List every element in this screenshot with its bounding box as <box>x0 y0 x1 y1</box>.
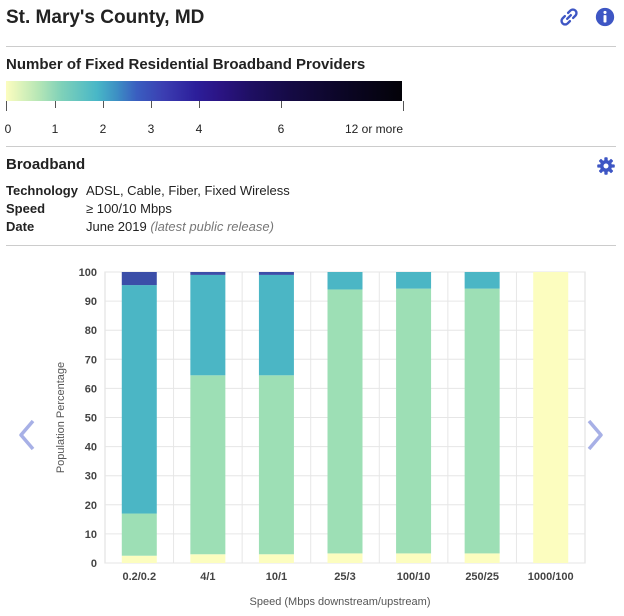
provider-color-scale <box>6 81 402 101</box>
chevron-left-icon[interactable] <box>16 418 38 452</box>
header: St. Mary's County, MD <box>6 6 204 32</box>
y-tick-label: 90 <box>85 296 97 308</box>
legend-tick <box>55 101 56 108</box>
link-icon[interactable] <box>558 6 580 28</box>
bar-segment <box>464 272 500 289</box>
bar-segment <box>533 272 569 563</box>
bar-segment <box>258 272 294 275</box>
y-tick-label: 40 <box>85 442 97 454</box>
bar-segment <box>190 274 226 376</box>
bar-segment <box>121 555 157 563</box>
speed-stacked-bar-chart: 0 10 20 30 40 50 60 70 80 90 100 0.2/0.2 4/1 10/1 25/3… <box>55 267 586 608</box>
y-tick-label: 80 <box>85 325 97 337</box>
bar-segment <box>190 272 226 275</box>
y-tick-label: 0 <box>91 558 97 570</box>
info-value: June 2019 <box>86 219 147 234</box>
bar-segment <box>396 553 432 563</box>
y-tick-label: 100 <box>79 267 97 279</box>
info-key: Date <box>6 219 35 234</box>
bar-segment <box>464 553 500 563</box>
y-tick-label: 60 <box>85 383 97 395</box>
divider <box>6 245 616 246</box>
bar-segment <box>121 513 157 556</box>
y-tick-label: 30 <box>85 471 97 483</box>
info-value: ≥ 100/10 Mbps <box>86 201 172 216</box>
x-tick-label: 25/3 <box>334 571 355 583</box>
legend-label: 4 <box>195 122 203 136</box>
header-actions <box>558 6 616 28</box>
x-axis-title: Speed (Mbps downstream/upstream) <box>250 596 431 608</box>
legend-title: Number of Fixed Residential Broadband Pr… <box>6 56 366 73</box>
legend-tick <box>281 101 282 108</box>
bar-segment <box>327 553 363 563</box>
legend-label: 6 <box>277 122 285 136</box>
divider <box>6 146 616 147</box>
bar-segment <box>396 288 432 554</box>
bar-segment <box>258 274 294 376</box>
x-tick-label: 10/1 <box>266 571 287 583</box>
info-circle-icon[interactable] <box>594 6 616 28</box>
bar-segment <box>258 554 294 563</box>
info-key: Technology <box>6 183 78 198</box>
chevron-right-icon[interactable] <box>584 418 606 452</box>
y-tick-label: 10 <box>85 529 97 541</box>
bar-segment <box>464 288 500 554</box>
y-tick-label: 70 <box>85 354 97 366</box>
y-tick-label: 20 <box>85 500 97 512</box>
legend-label: 3 <box>147 122 155 136</box>
broadband-title: Broadband <box>6 156 86 173</box>
bar-segment <box>258 375 294 555</box>
y-axis-title: Population Percentage <box>55 362 67 473</box>
divider <box>6 46 616 47</box>
info-key: Speed <box>6 201 46 216</box>
legend-label: 0 <box>4 122 12 136</box>
bar-segment <box>327 272 363 290</box>
county-title: St. Mary's County, MD <box>6 7 205 28</box>
info-value: ADSL, Cable, Fiber, Fixed Wireless <box>86 183 290 198</box>
bar-segment <box>121 285 157 514</box>
legend-label: 1 <box>51 122 59 136</box>
legend-tick <box>199 101 200 108</box>
x-tick-label: 4/1 <box>200 571 215 583</box>
x-tick-label: 250/25 <box>465 571 499 583</box>
x-tick-label: 100/10 <box>397 571 431 583</box>
x-tick-label: 0.2/0.2 <box>122 571 156 583</box>
legend-tick <box>151 101 152 108</box>
bar-segment <box>190 554 226 563</box>
legend-label: 12 or more <box>344 122 404 136</box>
x-tick-label: 1000/100 <box>528 571 574 583</box>
gear-icon[interactable] <box>596 156 616 176</box>
release-note: (latest public release) <box>150 219 274 234</box>
bar-segment <box>327 289 363 554</box>
bar-segment <box>190 375 226 555</box>
y-tick-label: 50 <box>85 413 97 425</box>
legend-label: 2 <box>99 122 107 136</box>
bar-segment <box>396 272 432 289</box>
bar-segment <box>121 272 157 286</box>
legend-tick <box>103 101 104 108</box>
info-value-wrap: June 2019 (latest public release) <box>86 218 274 236</box>
legend-axis <box>6 101 404 111</box>
